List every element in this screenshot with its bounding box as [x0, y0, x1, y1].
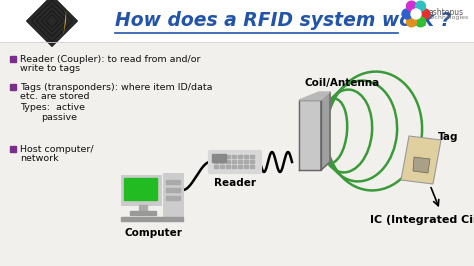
- Text: Host computer/: Host computer/: [20, 145, 94, 154]
- Circle shape: [402, 9, 412, 19]
- Bar: [220, 165, 224, 168]
- Text: technologies: technologies: [429, 15, 469, 20]
- Bar: [130, 211, 156, 215]
- Text: Tag: Tag: [438, 132, 458, 142]
- Bar: [232, 165, 236, 168]
- Bar: [250, 155, 254, 158]
- Circle shape: [407, 1, 417, 11]
- Circle shape: [416, 17, 426, 27]
- Bar: [250, 160, 254, 163]
- Circle shape: [420, 9, 430, 19]
- Text: etc. are stored: etc. are stored: [20, 92, 90, 101]
- Bar: [214, 160, 218, 163]
- Bar: [163, 173, 183, 217]
- Bar: [238, 165, 242, 168]
- Bar: [27, 0, 77, 47]
- Bar: [10, 146, 16, 152]
- Polygon shape: [321, 92, 330, 170]
- Bar: [121, 175, 161, 205]
- Bar: [124, 178, 157, 200]
- Polygon shape: [413, 157, 430, 173]
- Text: Computer: Computer: [124, 228, 182, 238]
- Bar: [166, 180, 180, 184]
- Bar: [250, 165, 254, 168]
- Bar: [121, 217, 183, 221]
- Bar: [226, 165, 230, 168]
- Bar: [31, 1, 73, 41]
- Bar: [41, 10, 63, 32]
- Text: Coil/Antenna: Coil/Antenna: [305, 78, 380, 88]
- Bar: [166, 196, 180, 200]
- Bar: [232, 155, 236, 158]
- Circle shape: [407, 17, 417, 27]
- Text: Tags (transponders): where item ID/data: Tags (transponders): where item ID/data: [20, 83, 212, 92]
- Text: ashtopus: ashtopus: [429, 8, 464, 17]
- Text: Reader (Coupler): to read from and/or: Reader (Coupler): to read from and/or: [20, 55, 201, 64]
- Bar: [238, 160, 242, 163]
- Text: write to tags: write to tags: [20, 64, 80, 73]
- Text: network: network: [20, 154, 59, 163]
- Polygon shape: [299, 100, 321, 170]
- Bar: [220, 160, 224, 163]
- Bar: [0, 0, 474, 42]
- Bar: [46, 15, 58, 27]
- Bar: [166, 188, 180, 192]
- Circle shape: [411, 9, 421, 19]
- Text: passive: passive: [41, 113, 77, 122]
- Bar: [214, 165, 218, 168]
- Polygon shape: [401, 136, 441, 184]
- Bar: [244, 160, 248, 163]
- Polygon shape: [299, 92, 330, 100]
- Bar: [139, 205, 147, 211]
- Bar: [220, 155, 224, 158]
- Bar: [36, 5, 68, 36]
- Text: IC (Integrated Circuit): IC (Integrated Circuit): [370, 215, 474, 225]
- Bar: [226, 155, 230, 158]
- Bar: [238, 155, 242, 158]
- Bar: [212, 154, 226, 162]
- Text: Reader: Reader: [214, 178, 256, 188]
- Bar: [10, 56, 16, 62]
- Bar: [10, 84, 16, 90]
- Circle shape: [416, 1, 426, 11]
- Text: How does a RFID system work ?: How does a RFID system work ?: [115, 10, 451, 30]
- Text: Types:  active: Types: active: [20, 103, 85, 112]
- Bar: [226, 160, 230, 163]
- Polygon shape: [64, 10, 66, 35]
- Bar: [244, 155, 248, 158]
- Bar: [232, 160, 236, 163]
- Bar: [214, 155, 218, 158]
- FancyBboxPatch shape: [209, 151, 262, 173]
- Bar: [244, 165, 248, 168]
